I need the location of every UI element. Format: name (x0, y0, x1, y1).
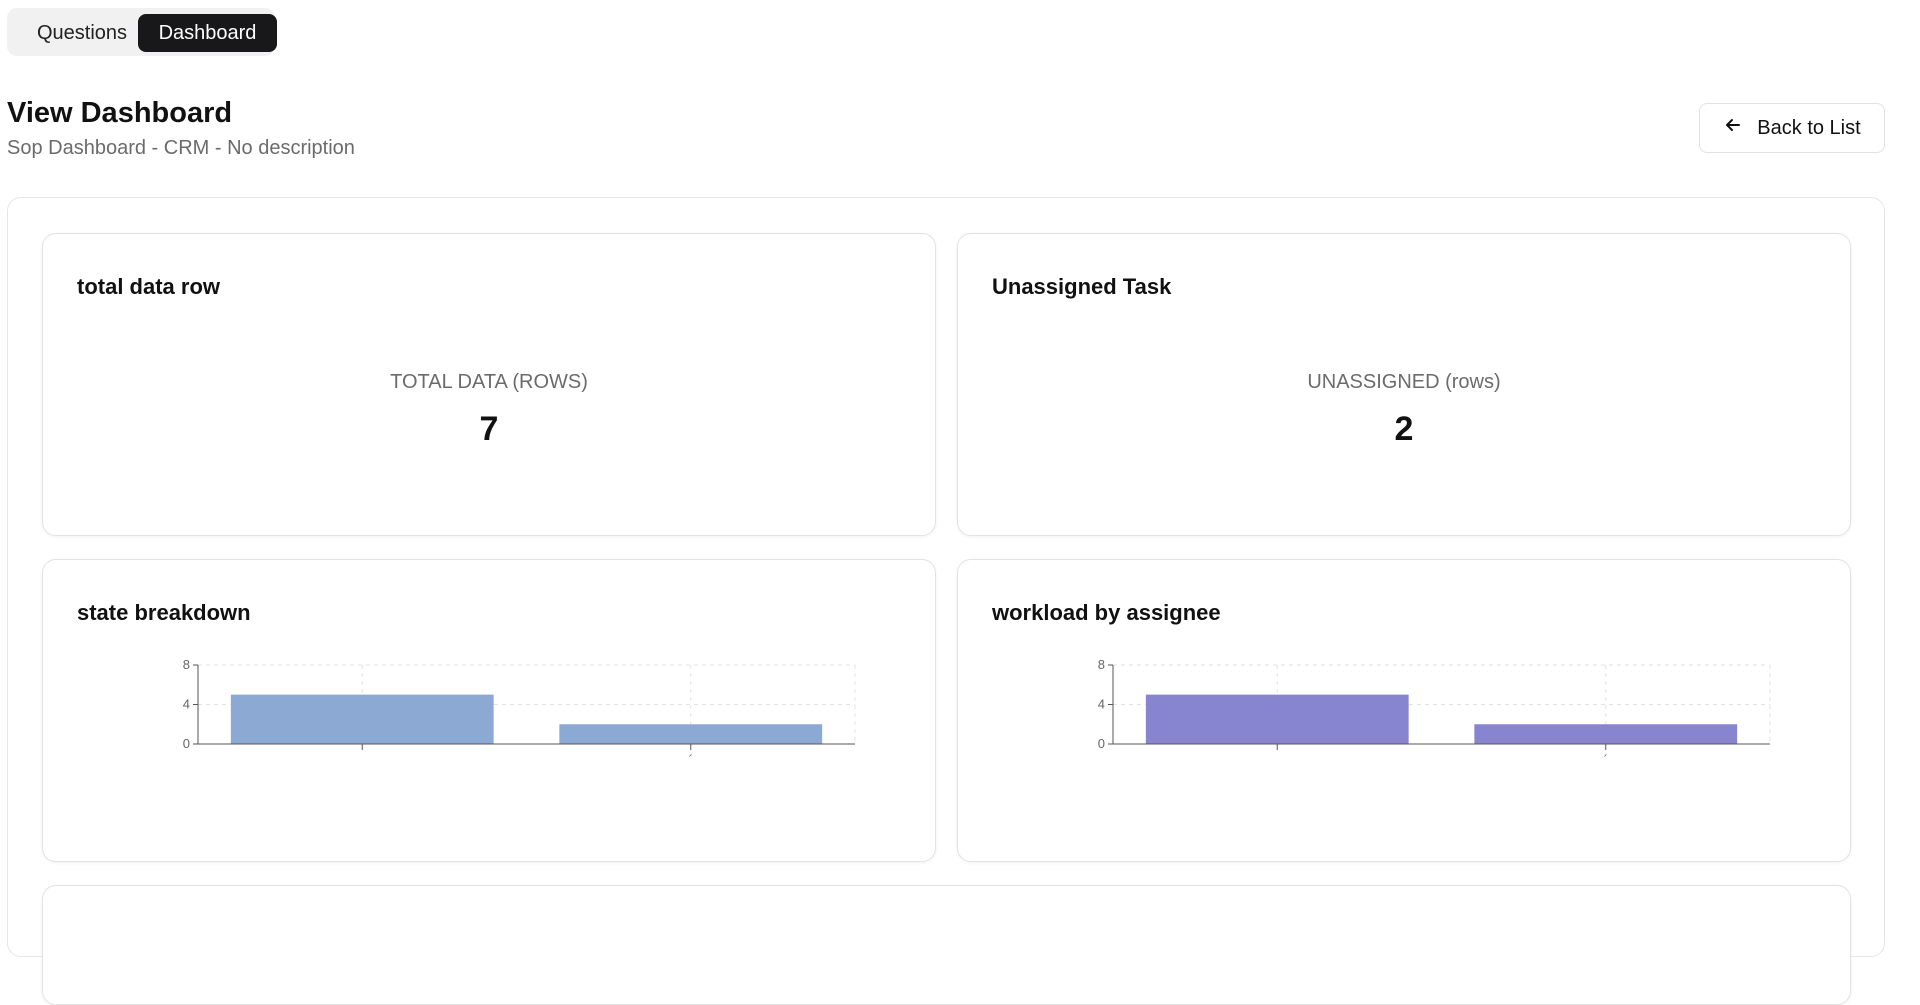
card-title: total data row (77, 274, 221, 299)
x-tick-label: ´ (1604, 752, 1608, 767)
back-to-list-label: Back to List (1757, 116, 1861, 139)
card-total-data-row: total data row TOTAL DATA (ROWS) 7 (42, 233, 936, 536)
x-tick-label: ´ (689, 752, 693, 767)
view-tabs: Questions Dashboard (7, 8, 277, 56)
dashboard-panel: total data row TOTAL DATA (ROWS) 7 Unass… (7, 197, 1885, 1005)
metric-label: TOTAL DATA (ROWS) (390, 371, 588, 393)
y-tick-label: 8 (183, 657, 190, 672)
arrow-left-icon (1723, 115, 1743, 141)
metric-label: UNASSIGNED (rows) (1307, 371, 1501, 393)
chart-bar (1145, 694, 1409, 744)
y-tick-label: 0 (1098, 736, 1105, 751)
y-tick-label: 0 (183, 736, 190, 751)
tab-dashboard[interactable]: Dashboard (138, 14, 277, 52)
chart-bar (559, 724, 823, 744)
state-breakdown-chart: 0 4 8 ´ (183, 657, 856, 767)
page-subtitle: Sop Dashboard - CRM - No description (7, 137, 355, 159)
workload-by-assignee-chart: 0 4 8 ´ (1098, 657, 1771, 767)
card-workload-by-assignee: workload by assignee 0 4 8 ´ (957, 559, 1851, 862)
card-state-breakdown: state breakdown 0 4 8 ´ (42, 559, 936, 862)
y-tick-label: 4 (183, 697, 190, 712)
page-title: View Dashboard (7, 97, 233, 129)
card-next (42, 885, 1851, 1005)
card-title: state breakdown (77, 600, 251, 625)
metric-value: 2 (1394, 410, 1414, 448)
y-tick-label: 4 (1098, 697, 1105, 712)
card-title: Unassigned Task (992, 274, 1172, 299)
y-tick-label: 8 (1098, 657, 1105, 672)
card-title: workload by assignee (992, 600, 1221, 625)
chart-bar (230, 694, 494, 744)
card-unassigned-task: Unassigned Task UNASSIGNED (rows) 2 (957, 233, 1851, 536)
tab-questions[interactable]: Questions (36, 21, 128, 44)
chart-bar (1474, 724, 1738, 744)
metric-value: 7 (479, 410, 499, 448)
back-to-list-button[interactable]: Back to List (1699, 103, 1885, 153)
